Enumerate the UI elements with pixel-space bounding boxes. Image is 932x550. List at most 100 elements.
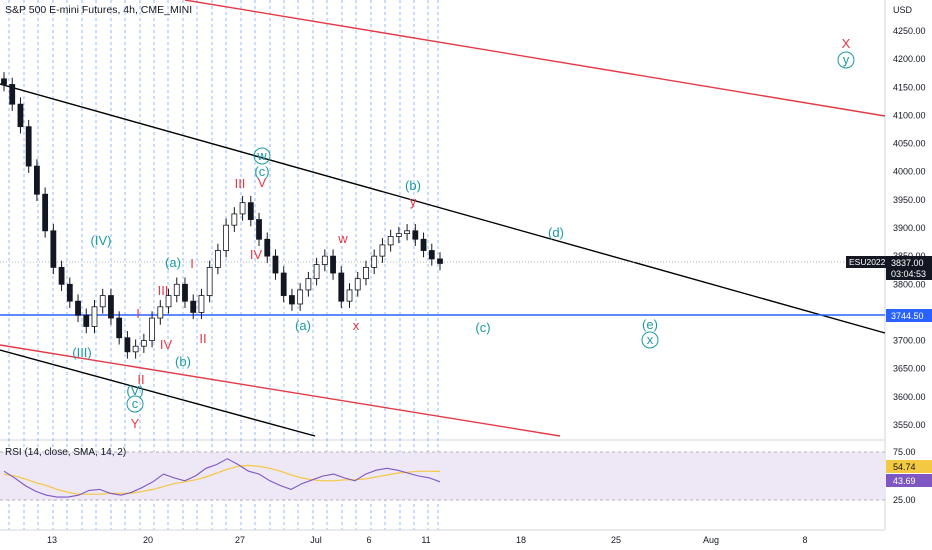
candle-body xyxy=(108,295,114,319)
candle-body xyxy=(132,345,139,353)
last-price-text: 3837.00 xyxy=(891,258,924,268)
wave-label: (d) xyxy=(548,225,564,240)
candle-body xyxy=(428,250,435,260)
candle-body xyxy=(420,238,427,251)
time-axis[interactable]: 13 20 27 Jul 6 11 18 25 Aug 8 xyxy=(47,535,808,545)
price-tick-label: 3650.00 xyxy=(893,364,926,374)
rsi-band xyxy=(0,452,885,500)
candle-body xyxy=(395,233,402,237)
candle-body xyxy=(313,264,320,280)
time-tick-label: 6 xyxy=(366,535,371,545)
wave-label: II xyxy=(199,331,206,346)
wave-label: II xyxy=(137,372,144,387)
candle-body xyxy=(412,230,419,240)
candle-body xyxy=(223,224,230,251)
symbol-tag-text: ESU2022 xyxy=(849,257,886,267)
rsi-ma-value: 54.74 xyxy=(893,462,916,472)
candle-body xyxy=(354,278,361,291)
wave-label: c xyxy=(132,396,139,411)
candle-body xyxy=(66,283,73,302)
price-tick-label: 3800.00 xyxy=(893,279,926,289)
price-tick-label: 4000.00 xyxy=(893,167,926,177)
time-tick-label: Jul xyxy=(310,535,322,545)
price-tick-label: 4250.00 xyxy=(893,26,926,36)
session-lines xyxy=(8,0,439,530)
candle-body xyxy=(437,258,443,264)
candle-body xyxy=(1,78,7,85)
price-tick-label: 4200.00 xyxy=(893,54,926,64)
black-channel-upper[interactable] xyxy=(0,83,886,334)
wave-label: III xyxy=(235,176,246,191)
time-tick-label: 27 xyxy=(235,535,245,545)
wave-label: (a) xyxy=(165,255,181,270)
wave-label-circle xyxy=(837,51,855,69)
rsi-line xyxy=(3,458,441,498)
candle-body xyxy=(239,202,246,215)
wave-label: (a) xyxy=(295,318,311,333)
candle-body xyxy=(124,337,131,353)
time-tick-label: 11 xyxy=(421,535,430,545)
candle-body xyxy=(17,103,24,128)
countdown-text: 03:04:53 xyxy=(891,269,926,279)
hline-price-tag: 3744.50 xyxy=(886,309,932,322)
wave-label: y xyxy=(410,194,417,209)
candle-body xyxy=(116,317,123,339)
wave-label: I xyxy=(136,306,140,321)
rsi-value: 43.69 xyxy=(893,476,916,486)
price-pane xyxy=(0,0,885,440)
candle-body xyxy=(289,295,295,305)
symbol-price-tag: ESU2022 3837.00 03:04:53 xyxy=(846,256,932,280)
candle-body xyxy=(83,314,90,327)
candle-body xyxy=(206,266,213,296)
time-tick-label: 20 xyxy=(143,535,153,545)
candle-body xyxy=(165,295,172,308)
rsi-axis: 75.00 25.00 xyxy=(893,447,916,505)
candle-body xyxy=(363,266,369,280)
candle-body xyxy=(157,306,164,319)
candle-body xyxy=(346,289,353,302)
wave-label: (e) xyxy=(642,317,658,332)
wave-label: (b) xyxy=(175,354,191,369)
elliott-wave-labels: (III)(IV)(V)cYIIIIIIIV(a)(b)IIIIIIIVV(c)… xyxy=(72,36,855,431)
time-tick-label: Aug xyxy=(703,535,719,545)
candle-body xyxy=(34,165,40,195)
candle-body xyxy=(190,300,197,313)
candle-body xyxy=(338,272,345,302)
price-axis[interactable]: 4250.00 4200.00 4150.00 4100.00 4050.00 4000.… xyxy=(893,26,926,430)
candle-body xyxy=(305,278,312,291)
wave-label: Y xyxy=(131,416,140,431)
black-channel-lower[interactable] xyxy=(0,349,316,437)
time-tick-label: 25 xyxy=(611,535,621,545)
wave-label: (c) xyxy=(254,164,269,179)
candle-body xyxy=(58,266,65,285)
rsi-ma-line xyxy=(3,464,441,495)
candle-body xyxy=(404,230,410,235)
candle-body xyxy=(140,340,147,347)
rsi-title: RSI (14, close, SMA, 14, 2) xyxy=(5,447,127,458)
price-tick-label: 3550.00 xyxy=(893,420,926,430)
wave-label: w xyxy=(337,231,348,246)
candle-body xyxy=(297,289,304,305)
candle-body xyxy=(264,238,271,257)
wave-label: y xyxy=(843,52,850,67)
wave-label: I xyxy=(190,256,194,271)
red-channel-upper[interactable] xyxy=(184,0,886,117)
wave-label: (b) xyxy=(405,178,421,193)
wave-label: V xyxy=(258,175,267,190)
candlestick-series xyxy=(1,72,443,359)
red-channel-lower[interactable] xyxy=(0,344,561,437)
price-axis-unit: USD xyxy=(893,5,913,15)
candle-body xyxy=(75,300,81,316)
wave-label: (IV) xyxy=(91,233,112,248)
candle-body xyxy=(231,213,238,226)
wave-label-circle xyxy=(126,395,144,413)
candle-body xyxy=(25,126,32,167)
price-tick-label: 3900.00 xyxy=(893,223,926,233)
candle-body xyxy=(99,295,106,308)
wave-label-circle xyxy=(253,147,271,165)
wave-label: X xyxy=(842,36,851,51)
candle-body xyxy=(149,317,155,341)
candle-body xyxy=(280,272,287,296)
candle-body xyxy=(379,244,386,257)
